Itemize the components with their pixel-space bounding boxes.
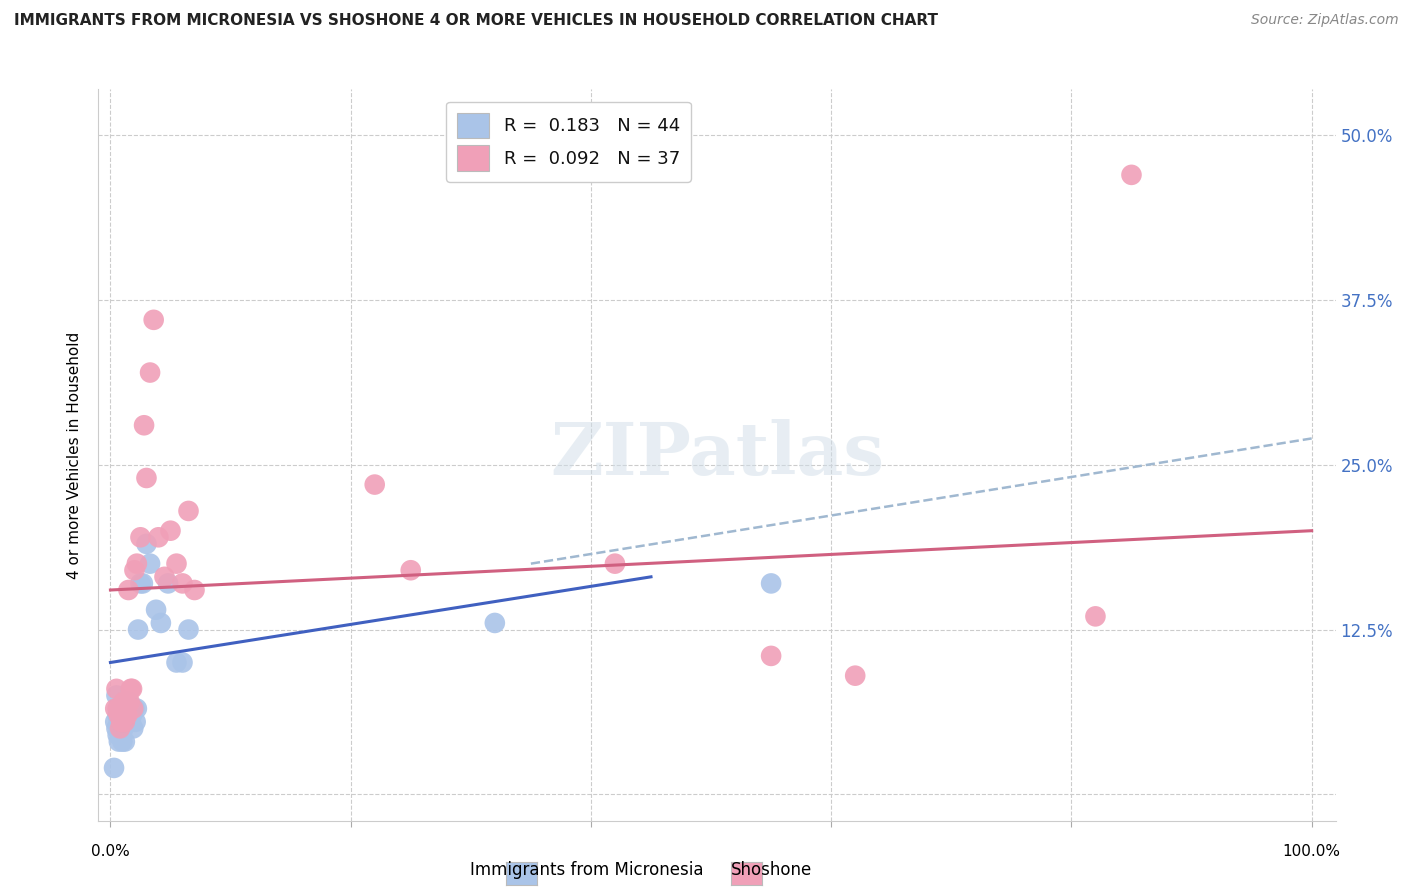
Point	[104, 701, 127, 715]
Text: Shoshone: Shoshone	[731, 861, 813, 879]
Point	[142, 313, 165, 327]
Point	[112, 695, 135, 709]
Point	[139, 366, 162, 380]
Point	[148, 530, 170, 544]
Point	[484, 615, 506, 630]
Text: IMMIGRANTS FROM MICRONESIA VS SHOSHONE 4 OR MORE VEHICLES IN HOUSEHOLD CORRELATI: IMMIGRANTS FROM MICRONESIA VS SHOSHONE 4…	[14, 13, 938, 29]
Point	[120, 681, 142, 696]
Point	[114, 708, 136, 723]
Point	[117, 695, 139, 709]
Point	[105, 689, 128, 703]
Point	[125, 557, 148, 571]
Point	[108, 714, 131, 729]
Point	[124, 714, 146, 729]
Point	[108, 722, 131, 736]
Point	[132, 418, 155, 433]
Point	[127, 623, 149, 637]
Point	[129, 530, 152, 544]
Point	[115, 701, 138, 715]
Legend: R =  0.183   N = 44, R =  0.092   N = 37: R = 0.183 N = 44, R = 0.092 N = 37	[446, 102, 690, 182]
Point	[124, 563, 146, 577]
Point	[111, 714, 134, 729]
Point	[107, 701, 129, 715]
Point	[364, 477, 387, 491]
Point	[103, 761, 125, 775]
Point	[399, 563, 422, 577]
Text: 0.0%: 0.0%	[91, 845, 129, 859]
Point	[145, 603, 167, 617]
Point	[107, 728, 129, 742]
Point	[112, 701, 135, 715]
Point	[166, 656, 188, 670]
Point	[135, 537, 157, 551]
Text: Source: ZipAtlas.com: Source: ZipAtlas.com	[1251, 13, 1399, 28]
Point	[105, 722, 128, 736]
Point	[108, 722, 131, 736]
Point	[114, 734, 136, 748]
Point	[121, 708, 143, 723]
Point	[110, 714, 132, 729]
Point	[108, 734, 131, 748]
Point	[104, 714, 127, 729]
Point	[124, 701, 146, 715]
Point	[172, 576, 194, 591]
Point	[117, 714, 139, 729]
Point	[108, 708, 131, 723]
Point	[117, 695, 139, 709]
Point	[121, 681, 143, 696]
Text: 100.0%: 100.0%	[1282, 845, 1341, 859]
Text: Immigrants from Micronesia: Immigrants from Micronesia	[470, 861, 703, 879]
Point	[183, 582, 205, 597]
Point	[120, 714, 142, 729]
Y-axis label: 4 or more Vehicles in Household: 4 or more Vehicles in Household	[67, 331, 83, 579]
Point	[177, 504, 200, 518]
Point	[118, 695, 141, 709]
Point	[111, 701, 134, 715]
Point	[122, 701, 145, 715]
Point	[132, 576, 155, 591]
Point	[172, 656, 194, 670]
Point	[110, 701, 132, 715]
Point	[844, 668, 866, 682]
Point	[759, 576, 782, 591]
Point	[114, 714, 136, 729]
Point	[157, 576, 180, 591]
Point	[139, 557, 162, 571]
Point	[159, 524, 181, 538]
Point	[759, 648, 782, 663]
Point	[153, 570, 176, 584]
Point	[177, 623, 200, 637]
Point	[107, 708, 129, 723]
Point	[115, 714, 138, 729]
Point	[111, 734, 134, 748]
Point	[118, 701, 141, 715]
Point	[135, 471, 157, 485]
Point	[603, 557, 626, 571]
Point	[112, 722, 135, 736]
Point	[129, 576, 152, 591]
Point	[125, 701, 148, 715]
Point	[1121, 168, 1143, 182]
Point	[108, 708, 131, 723]
Point	[117, 582, 139, 597]
Point	[149, 615, 172, 630]
Point	[1084, 609, 1107, 624]
Point	[122, 722, 145, 736]
Point	[166, 557, 188, 571]
Point	[105, 681, 128, 696]
Text: ZIPatlas: ZIPatlas	[550, 419, 884, 491]
Point	[115, 701, 138, 715]
Point	[110, 714, 132, 729]
Point	[117, 708, 139, 723]
Point	[117, 708, 139, 723]
